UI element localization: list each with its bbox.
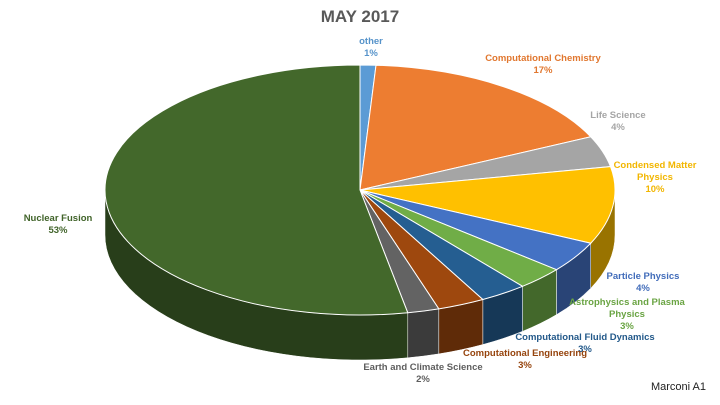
category-name: other: [359, 36, 383, 47]
category-name: Earth and Climate Science: [363, 362, 483, 373]
slice-label: Astrophysics and Plasma Physics 3%: [562, 297, 692, 333]
slice-label: Computational Chemistry 17%: [473, 53, 613, 77]
value-label: 1%: [364, 48, 378, 59]
chart-title: MAY 2017: [320, 7, 400, 26]
footnote: Marconi A1: [650, 381, 706, 393]
value-label: 3%: [518, 360, 532, 371]
slice-label: Earth and Climate Science 2%: [348, 362, 498, 386]
pie-slice: [104, 64, 409, 316]
category-name: Particle Physics: [606, 271, 680, 282]
slice-label: Life Science 4%: [578, 110, 658, 134]
pie-slice: [359, 166, 616, 244]
value-label: 2%: [416, 374, 430, 385]
slice-label: Particle Physics 4%: [588, 271, 698, 295]
category-name: Computational Engineering: [462, 348, 588, 359]
value-label: 53%: [48, 225, 68, 236]
value-label: 4%: [636, 283, 650, 294]
slice-label: Computational Fluid Dynamics 3%: [500, 332, 670, 356]
category-name: Condensed Matter Physics: [613, 160, 697, 183]
slice-label: Computational Engineering 3%: [440, 348, 610, 372]
value-label: 10%: [645, 184, 665, 195]
category-name: Life Science: [590, 110, 646, 121]
category-name: Nuclear Fusion: [23, 213, 93, 224]
pie-slice: [359, 64, 592, 191]
value-label: 3%: [620, 321, 634, 332]
value-label: 3%: [578, 344, 592, 355]
category-name: Astrophysics and Plasma Physics: [569, 297, 685, 320]
category-name: Computational Fluid Dynamics: [515, 332, 655, 343]
value-label: 17%: [533, 65, 553, 76]
value-label: 4%: [611, 122, 625, 133]
category-name: Computational Chemistry: [485, 53, 601, 64]
slice-label: other 1%: [341, 36, 401, 60]
slice-label: Condensed Matter Physics 10%: [605, 160, 705, 196]
pie-slice-side: [407, 308, 440, 359]
slice-label: Nuclear Fusion 53%: [13, 213, 103, 237]
